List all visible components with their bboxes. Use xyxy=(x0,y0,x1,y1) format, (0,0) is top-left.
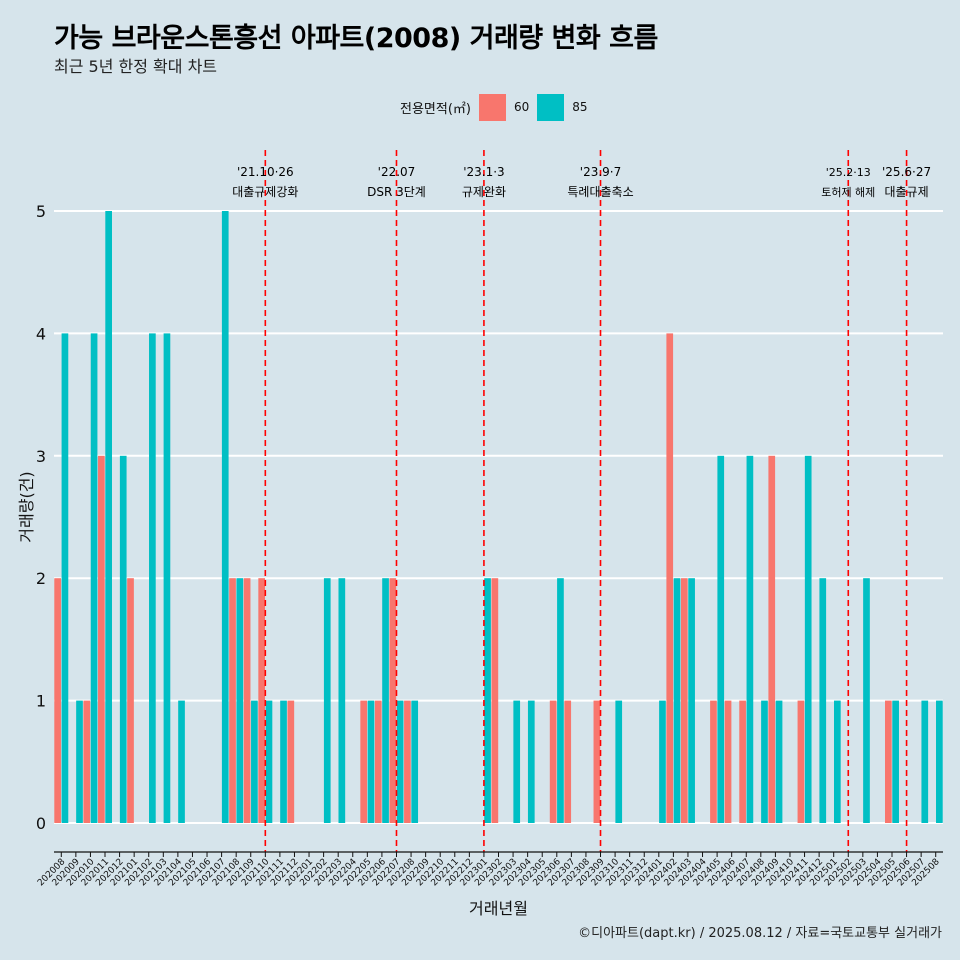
legend-key-85 xyxy=(537,93,565,121)
bar-85-202110 xyxy=(265,700,273,823)
y-tick-label: 0 xyxy=(36,814,46,833)
bar-85-202310 xyxy=(615,700,623,823)
annotation-date: '25.2·13 xyxy=(826,166,871,179)
legend-title: 전용면적(㎡) xyxy=(400,101,471,117)
annotation-date: '23.9·7 xyxy=(580,165,621,179)
bar-85-202508 xyxy=(936,700,943,823)
annotation-label: 규제완화 xyxy=(462,185,506,199)
bar-60-202101 xyxy=(127,578,134,823)
annotation-label: 대출규제강화 xyxy=(232,185,298,199)
bar-85-202108 xyxy=(236,578,244,823)
y-axis-title: 거래량(건) xyxy=(17,471,36,542)
bar-60-202008 xyxy=(54,578,61,823)
bar-85-202303 xyxy=(513,700,521,823)
annotation-label: DSR 3단계 xyxy=(367,185,426,199)
bar-60-202207 xyxy=(389,578,397,823)
bar-60-202406 xyxy=(724,700,732,823)
annotation-date: '22.07 xyxy=(378,165,416,179)
bar-85-202102 xyxy=(149,333,156,823)
bar-60-202407 xyxy=(739,700,746,823)
bar-60-202010 xyxy=(83,700,91,823)
bar-85-202409 xyxy=(775,700,783,823)
chart-subtitle: 최근 5년 한정 확대 차트 xyxy=(54,57,218,76)
bar-85-202407 xyxy=(746,455,754,823)
bar-85-202306 xyxy=(557,578,564,823)
bar-85-202401 xyxy=(659,700,666,823)
bar-85-202408 xyxy=(761,700,768,823)
bar-85-202205 xyxy=(367,700,375,823)
bar-85-202505 xyxy=(892,700,899,823)
bar-85-202009 xyxy=(76,700,83,823)
annotation-date: '23.1·3 xyxy=(463,165,504,179)
bar-85-202208 xyxy=(411,700,419,823)
chart-caption: ©디아파트(dapt.kr) / 2025.08.12 / 자료=국토교통부 실… xyxy=(578,926,942,941)
bar-60-202411 xyxy=(797,700,805,823)
bar-85-202109 xyxy=(251,700,258,823)
bar-60-202011 xyxy=(98,455,105,823)
bar-60-202206 xyxy=(374,700,382,823)
bar-60-202108 xyxy=(229,578,236,823)
bar-85-202011 xyxy=(105,211,112,823)
bar-60-202409 xyxy=(768,455,776,823)
y-tick-label: 4 xyxy=(36,324,46,343)
bar-60-202402 xyxy=(666,333,674,823)
y-tick-label: 1 xyxy=(36,692,46,711)
bar-85-202202 xyxy=(323,578,331,823)
annotation-date: '21.10·26 xyxy=(237,165,294,179)
bar-85-202405 xyxy=(717,455,725,823)
bar-85-202008 xyxy=(61,333,69,823)
bar-85-202301 xyxy=(484,578,491,823)
bar-60-202302 xyxy=(491,578,499,823)
annotation-date: '25.6·27 xyxy=(882,165,931,179)
annotation-label: 대출규제 xyxy=(884,185,928,199)
y-tick-label: 3 xyxy=(36,447,46,466)
bar-60-202403 xyxy=(680,578,688,823)
bar-85-202203 xyxy=(338,578,346,823)
bar-60-202306 xyxy=(549,700,557,823)
bar-85-202412 xyxy=(819,578,827,823)
annotation-label: 토허제 해제 xyxy=(821,185,875,199)
bar-85-202206 xyxy=(382,578,389,823)
bar-85-202507 xyxy=(921,700,929,823)
bar-85-202503 xyxy=(863,578,870,823)
bar-85-202207 xyxy=(396,700,404,823)
bar-85-202402 xyxy=(673,578,681,823)
bar-60-202405 xyxy=(710,700,717,823)
legend-label-60: 60 xyxy=(513,100,530,114)
bar-85-202501 xyxy=(833,700,841,823)
bar-60-202205 xyxy=(360,700,368,823)
bar-60-202309 xyxy=(593,700,601,823)
legend-label-85: 85 xyxy=(572,100,588,114)
chart-title: 가능 브라운스톤흥선 아파트(2008) 거래량 변화 흐름 xyxy=(54,23,658,54)
bar-85-202403 xyxy=(688,578,695,823)
y-tick-label: 2 xyxy=(36,569,46,588)
bar-85-202104 xyxy=(178,700,185,823)
bar-60-202208 xyxy=(404,700,411,823)
bar-60-202109 xyxy=(243,578,251,823)
legend-key-60 xyxy=(478,93,506,121)
bar-85-202107 xyxy=(221,211,229,823)
bar-60-202112 xyxy=(287,700,295,823)
legend: 전용면적(㎡) 60 85 xyxy=(400,93,596,121)
bar-85-202111 xyxy=(280,700,287,823)
bar-85-202010 xyxy=(90,333,98,823)
bar-60-202110 xyxy=(258,578,266,823)
bar-85-202012 xyxy=(119,455,127,823)
x-axis-title: 거래년월 xyxy=(469,899,528,918)
bar-85-202411 xyxy=(804,455,812,823)
annotation-label: 특례대출축소 xyxy=(567,185,633,199)
bar-85-202103 xyxy=(163,333,171,823)
bar-60-202307 xyxy=(564,700,572,823)
bar-85-202304 xyxy=(527,700,535,823)
bar-60-202505 xyxy=(885,700,892,823)
y-tick-label: 5 xyxy=(36,202,46,221)
